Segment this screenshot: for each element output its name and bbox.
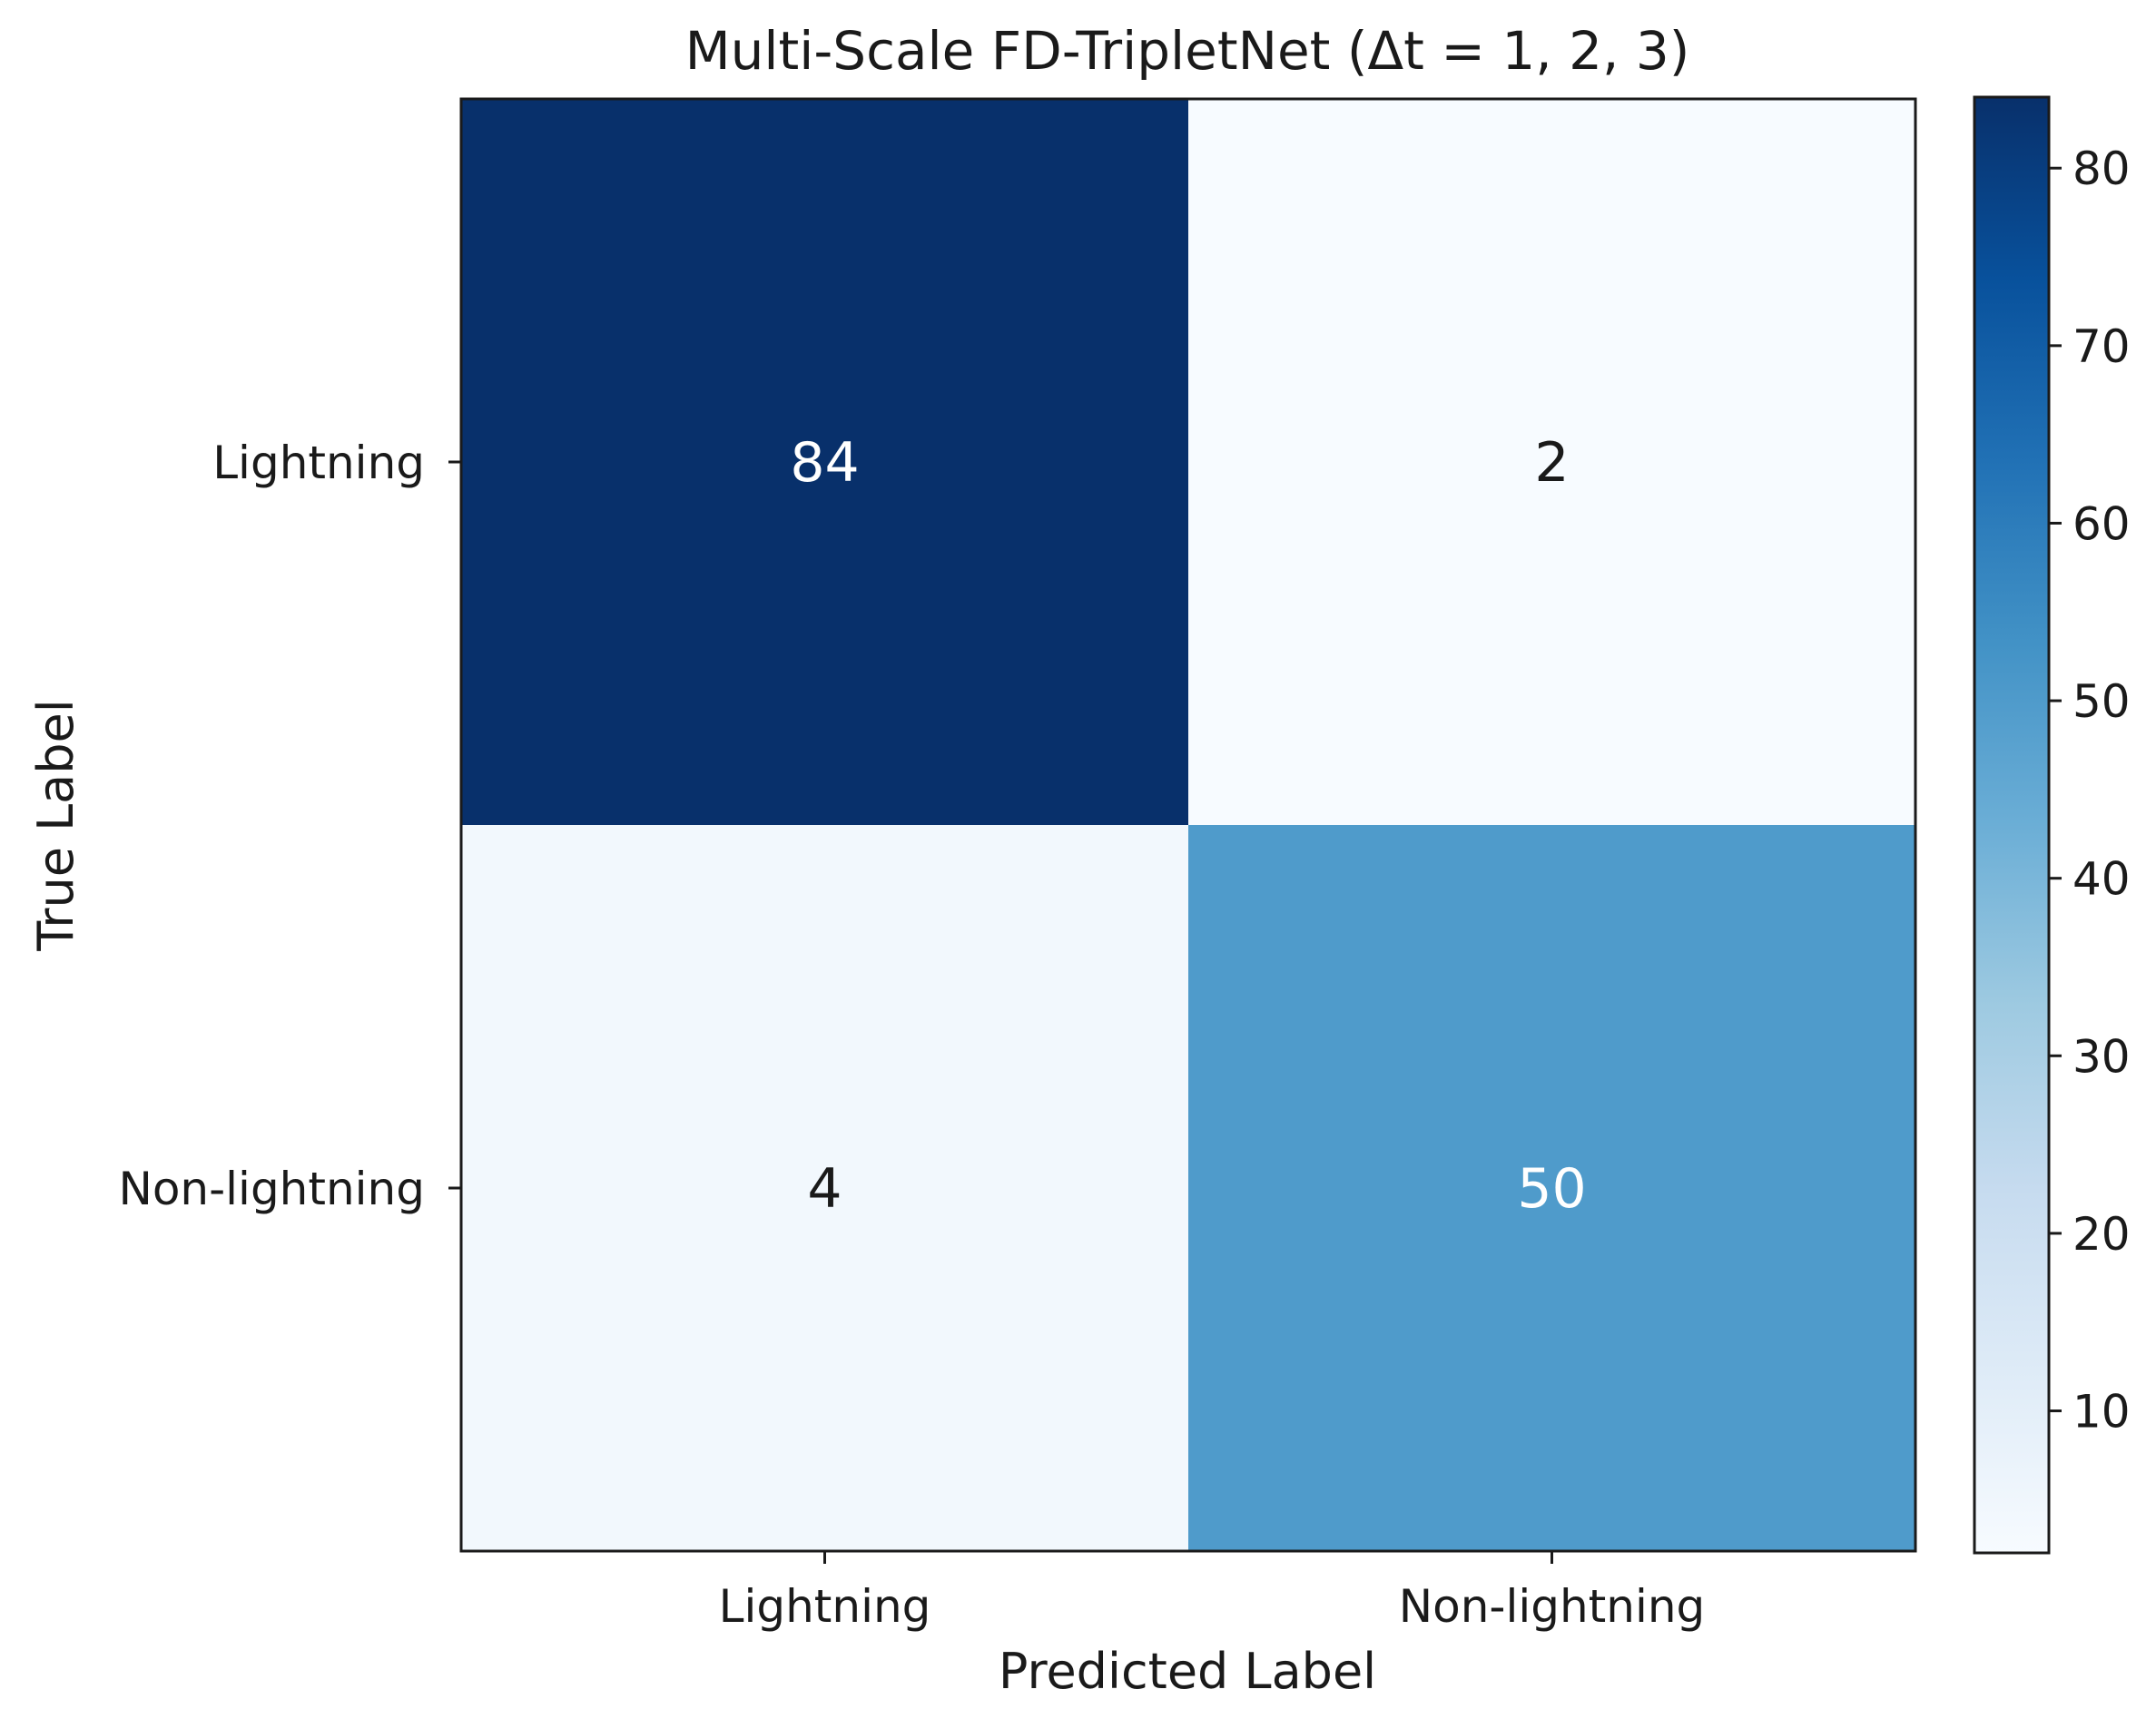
colorbar-tick-label: 10 xyxy=(2072,1386,2131,1439)
heatmap-cells xyxy=(461,99,1915,1551)
colorbar-tick-label: 50 xyxy=(2072,675,2131,728)
heatmap-cell-labels: 84 2 4 50 xyxy=(790,431,1586,1221)
x-tick-label: Non-lightning xyxy=(1399,1580,1706,1633)
heatmap-cell xyxy=(461,825,1188,1551)
cell-value-label: 4 xyxy=(807,1157,842,1221)
chart-title: Multi-Scale FD-TripletNet (Δt = 1, 2, 3) xyxy=(685,20,1690,82)
cell-value-label: 84 xyxy=(790,431,859,495)
y-axis-title: True Label xyxy=(27,699,84,952)
colorbar-tick-label: 30 xyxy=(2072,1030,2131,1083)
plot-frame xyxy=(459,97,1917,1553)
heatmap-cell xyxy=(1188,99,1915,825)
heatmap-cell xyxy=(1188,825,1915,1551)
y-tick-label: Lightning xyxy=(212,437,425,489)
x-axis-title: Predicted Label xyxy=(999,1643,1376,1700)
colorbar xyxy=(1973,95,2051,1555)
colorbar-tick-label: 40 xyxy=(2072,853,2131,906)
x-tick-label: Lightning xyxy=(719,1580,931,1633)
x-axis-ticks: Lightning Non-lightning xyxy=(719,1551,1706,1633)
cell-value-label: 2 xyxy=(1534,431,1569,495)
heatmap-cell xyxy=(461,99,1188,825)
y-axis-ticks: Lightning Non-lightning xyxy=(118,437,461,1215)
colorbar-tick-label: 20 xyxy=(2072,1208,2131,1261)
cell-value-label: 50 xyxy=(1517,1157,1586,1221)
colorbar-ticks: 10 20 30 40 50 60 70 80 xyxy=(2049,142,2131,1439)
y-tick-label: Non-lightning xyxy=(118,1163,425,1215)
colorbar-tick-label: 80 xyxy=(2072,142,2131,195)
colorbar-tick-label: 60 xyxy=(2072,497,2131,550)
colorbar-tick-label: 70 xyxy=(2072,320,2131,373)
